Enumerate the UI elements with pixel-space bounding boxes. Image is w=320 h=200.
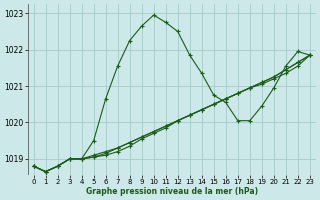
X-axis label: Graphe pression niveau de la mer (hPa): Graphe pression niveau de la mer (hPa) <box>86 187 258 196</box>
